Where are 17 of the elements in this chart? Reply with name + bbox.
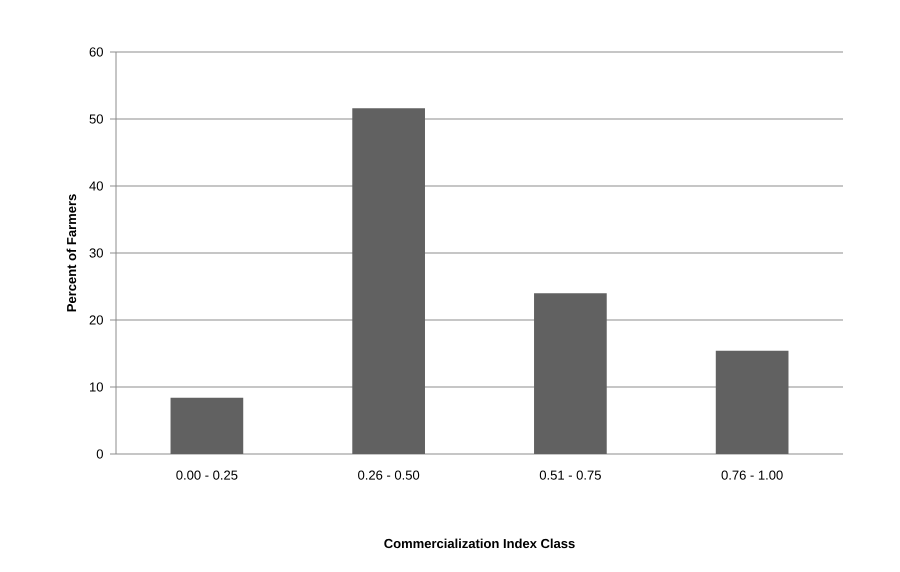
x-tick-label: 0.26 - 0.50: [358, 470, 420, 480]
bar: [352, 108, 425, 454]
y-tick-label: 60: [90, 47, 103, 57]
x-tick-label: 0.76 - 1.00: [722, 470, 783, 480]
x-axis-title: Commercialization Index Class: [384, 538, 575, 548]
x-tick-label: 0.51 - 0.75: [540, 470, 601, 480]
y-tick-label: 50: [90, 114, 103, 124]
y-tick-label: 30: [90, 248, 103, 258]
y-tick-label: 10: [90, 382, 103, 392]
y-axis-title: Percent of Farmers: [66, 194, 76, 312]
y-tick-label: 40: [89, 181, 103, 191]
bar: [170, 398, 244, 454]
bar: [534, 293, 607, 454]
x-tick-label: 0.00 - 0.25: [176, 470, 238, 480]
bar: [716, 350, 788, 454]
y-tick-label: 20: [90, 315, 103, 325]
y-tick-label: 0: [96, 449, 103, 459]
